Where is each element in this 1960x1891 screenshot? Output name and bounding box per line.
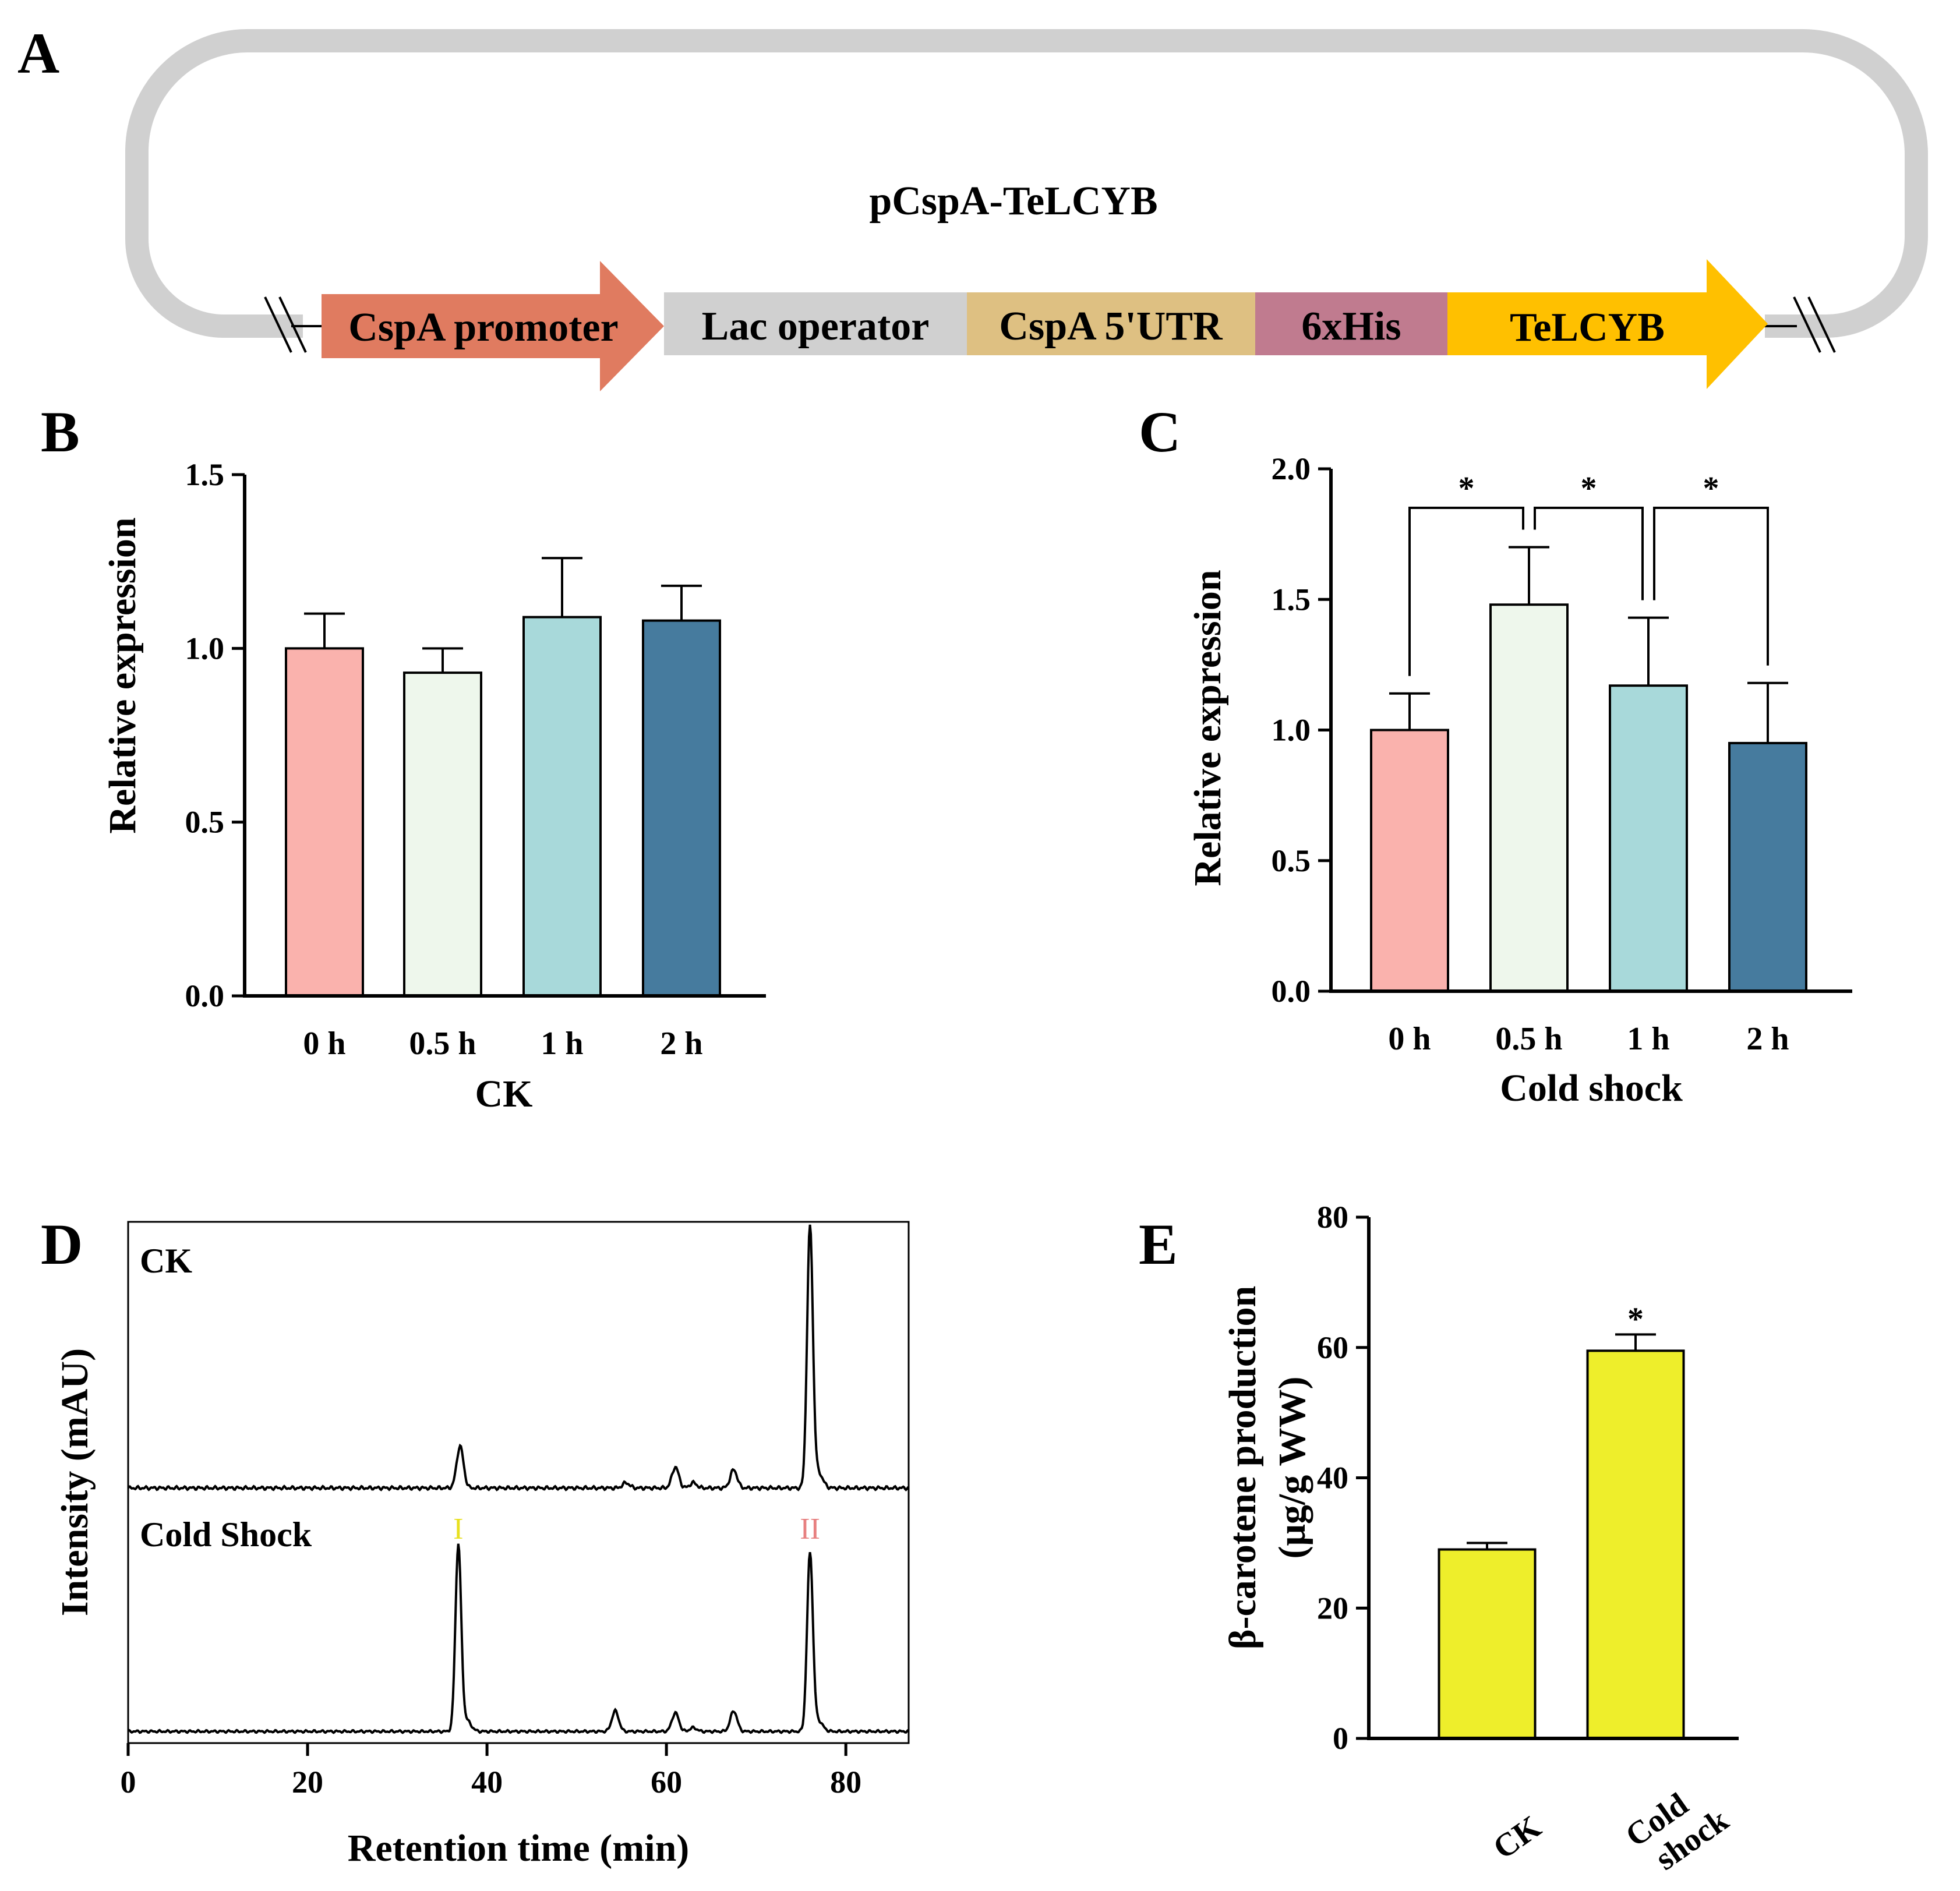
- panel-b-x-tick-label-0-5-h: 0.5 h: [409, 1026, 476, 1062]
- panel-c-bar-1-h: [1609, 684, 1688, 992]
- trace-label-cold-shock: Cold Shock: [140, 1515, 312, 1554]
- plasmid-name: pCspA-TeLCYB: [869, 179, 1157, 224]
- panel-e-x-tick-label-ck: CK: [1486, 1809, 1548, 1867]
- peak-label-ii: II: [800, 1512, 820, 1546]
- panel-c-bar-0-5-h: [1489, 603, 1569, 992]
- significance-star-1: *: [1458, 471, 1475, 507]
- panel-e: E β-carotene production (μg/g WW) * 0 20 4…: [1139, 1200, 1739, 1884]
- panel-e-y-tick-label-3: 60: [1317, 1330, 1348, 1365]
- panel-c-y-tick-label-1: 0.5: [1272, 843, 1311, 878]
- panel-c-y-tick-label-4: 2.0: [1272, 451, 1311, 486]
- panel-c-letter: C: [1139, 400, 1181, 464]
- panel-c-significance: * * *: [1408, 471, 1769, 676]
- panel-e-y-tick-label-4: 80: [1317, 1200, 1348, 1235]
- peak-label-i: I: [453, 1512, 463, 1546]
- telcyb-arrow: [1447, 259, 1768, 389]
- panel-e-y-axis-title-line2: (μg/g WW): [1271, 1376, 1313, 1558]
- panel-c-x-tick-label-0-5-h: 0.5 h: [1495, 1021, 1562, 1057]
- panel-e-y-tick-label-2: 40: [1317, 1461, 1348, 1496]
- panel-c-x-axis-title: Cold shock: [1500, 1067, 1683, 1109]
- panel-b-bar-0-5-h: [403, 671, 482, 997]
- segment-label-promoter: CspA promoter: [348, 305, 618, 350]
- significance-bracket-1: [1408, 507, 1524, 676]
- significance-star-3: *: [1703, 471, 1719, 507]
- panel-d-plot-frame: [127, 1221, 910, 1744]
- break-mark-left: [264, 296, 307, 353]
- panel-d-x-tick-label-2: 40: [471, 1765, 503, 1800]
- panel-b-bar-1-h: [522, 616, 602, 997]
- panel-d-letter: D: [41, 1212, 83, 1277]
- utr-box: [967, 292, 1255, 355]
- panel-e-y-tick-label-0: 0: [1333, 1721, 1348, 1756]
- panel-c-bar-0-h: [1370, 729, 1449, 992]
- panel-e-letter: E: [1139, 1212, 1178, 1277]
- panel-b-x-axis-title: CK: [475, 1073, 533, 1115]
- trace-label-ck: CK: [140, 1242, 192, 1280]
- panel-c-x-tick-label-0-h: 0 h: [1388, 1021, 1431, 1057]
- his-tag-box: [1255, 292, 1447, 355]
- panel-e-bar-ck: [1438, 1548, 1537, 1740]
- significance-star-2: *: [1581, 471, 1597, 507]
- panel-e-bar-cold-shock: [1586, 1349, 1685, 1740]
- panel-b-y-axis-title: Relative expression: [101, 517, 144, 833]
- segment-label-utr: CspA 5'UTR: [999, 304, 1223, 349]
- panel-d-x-axis-title: Retention time (min): [348, 1827, 690, 1869]
- cspa-promoter-arrow: [322, 261, 664, 391]
- panel-b-ticks: 0 h 0.5 h 1 h 2 h 0.0 0.5 1.0 1.5: [185, 457, 703, 1062]
- segment-label-his: 6xHis: [1301, 304, 1401, 349]
- break-mark-right: [1793, 296, 1836, 353]
- lac-operator-box: [664, 292, 967, 355]
- segment-label-lac-operator: Lac operator: [702, 304, 930, 349]
- panel-b-x-tick-label-0-h: 0 h: [303, 1026, 345, 1062]
- panel-d-x-tick-label-3: 60: [651, 1765, 682, 1800]
- panel-e-significance-star: *: [1627, 1301, 1644, 1337]
- panel-b-x-tick-label-2-h: 2 h: [660, 1026, 702, 1062]
- panel-e-y-axis-title-line1: β-carotene production: [1221, 1286, 1264, 1649]
- panel-d-peak-labels: I II: [453, 1512, 820, 1546]
- segment-label-telcyb: TeLCYB: [1510, 305, 1665, 350]
- significance-bracket-3: [1653, 507, 1769, 666]
- panel-d-x-tick-label-4: 80: [830, 1765, 861, 1800]
- panel-b-x-tick-label-1-h: 1 h: [541, 1026, 583, 1062]
- significance-bracket-2: [1534, 507, 1644, 600]
- panel-b-y-tick-label-0: 0.0: [185, 978, 225, 1013]
- panel-d-x-tick-label-0: 0: [121, 1765, 136, 1800]
- panel-a: A pCspA-TeLCYB CspA promoter Lac operato…: [17, 21, 1928, 391]
- panel-b-y-tick-label-2: 1.0: [185, 631, 225, 666]
- panel-c-y-tick-label-0: 0.0: [1272, 974, 1311, 1009]
- panel-b-y-tick-label-3: 1.5: [185, 457, 225, 492]
- trace-ck: [127, 1224, 910, 1491]
- panel-c-x-tick-label-2-h: 2 h: [1746, 1021, 1789, 1057]
- panel-d-y-axis-title: Intensity (mAU): [54, 1348, 96, 1616]
- panel-b-y-tick-label-1: 0.5: [185, 805, 225, 840]
- panel-c-bars: [1370, 546, 1807, 993]
- panel-c-x-tick-label-1-h: 1 h: [1627, 1021, 1669, 1057]
- panel-e-bars: *: [1438, 1301, 1685, 1740]
- panel-b-letter: B: [41, 400, 80, 464]
- panel-d-x-tick-label-1: 20: [292, 1765, 323, 1800]
- panel-b-bar-0-h: [285, 647, 364, 998]
- panel-b-bars: [285, 557, 721, 998]
- panel-e-x-tick-label-cold-shock: Coldshock: [1619, 1772, 1736, 1884]
- trace-cold-shock: [127, 1543, 909, 1734]
- panel-d: D Intensity (mAU) Retention time (min) C…: [41, 1212, 910, 1869]
- panel-c: C Relative expression Cold shock * * * 0 h…: [1139, 400, 1852, 1109]
- panel-b-bar-2-h: [642, 619, 721, 997]
- panel-c-y-tick-label-2: 1.0: [1272, 713, 1311, 748]
- panel-c-y-axis-title: Relative expression: [1186, 570, 1229, 886]
- panel-c-y-tick-label-3: 1.5: [1272, 582, 1311, 617]
- panel-d-traces: [127, 1224, 910, 1734]
- panel-e-y-tick-label-1: 20: [1317, 1590, 1348, 1625]
- panel-d-ticks: 0 20 40 60 80: [121, 1743, 861, 1800]
- panel-c-bar-2-h: [1728, 741, 1807, 993]
- plasmid-ring: [125, 29, 1928, 338]
- panel-a-letter: A: [17, 21, 59, 86]
- panel-c-ticks: 0 h 0.5 h 1 h 2 h 0.0 0.5 1.0 1.5 2.0: [1272, 451, 1789, 1057]
